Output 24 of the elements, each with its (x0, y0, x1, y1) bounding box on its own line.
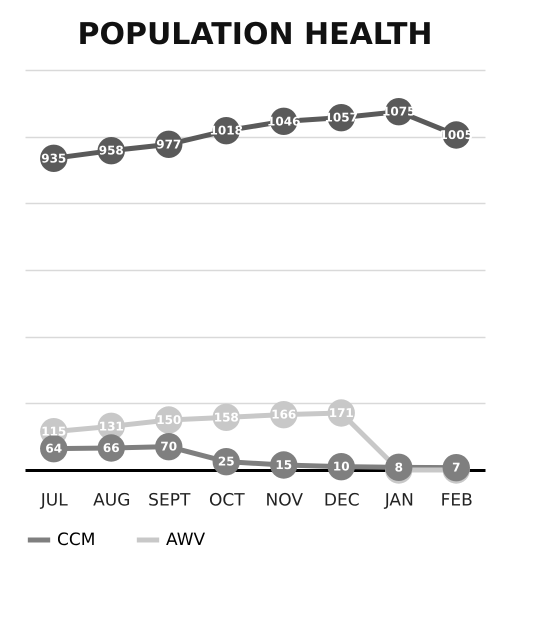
x-tick-label: FEB (440, 490, 473, 510)
legend-label: CCM (57, 530, 96, 550)
data-label: 958 (98, 144, 124, 158)
data-label: 1057 (324, 110, 358, 125)
data-label: 7 (452, 460, 460, 475)
x-tick-label: NOV (266, 490, 304, 510)
x-tick-label: AUG (93, 490, 130, 510)
chart-title: POPULATION HEALTH (77, 17, 433, 52)
data-label: 8 (394, 460, 403, 474)
x-tick-label: OCT (208, 490, 246, 510)
data-label: 935 (41, 151, 66, 166)
legend-label: AWV (166, 530, 206, 550)
data-label: 25 (218, 454, 235, 469)
data-label: 10 (332, 460, 350, 474)
x-tick-label: JUL (40, 490, 68, 510)
data-label: 64 (45, 442, 62, 456)
data-label: 70 (160, 440, 178, 454)
data-label: 66 (102, 441, 120, 455)
x-tick-label: DEC (324, 490, 360, 510)
data-label: 977 (156, 137, 182, 152)
data-label: 115 (41, 424, 66, 439)
x-tick-label: JAN (384, 490, 414, 510)
data-label: 15 (275, 458, 292, 472)
x-tick-label: SEPT (148, 490, 191, 510)
